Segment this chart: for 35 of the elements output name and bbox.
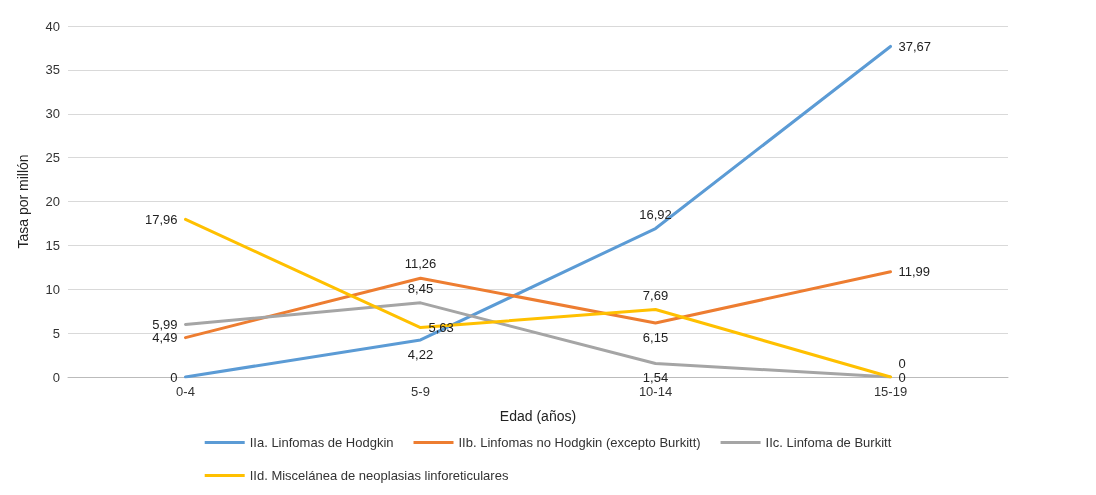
y-tick-label: 5 [52, 325, 60, 341]
y-tick-label: 20 [45, 194, 60, 209]
x-tick-label: 5-9 [411, 384, 430, 399]
data-label: 37,67 [898, 38, 932, 54]
y-tick-label: 25 [45, 150, 60, 166]
data-label: 16,92 [639, 206, 672, 222]
data-label: 0 [898, 369, 906, 385]
y-tick-label: 10 [45, 281, 60, 297]
data-label: 0 [898, 355, 906, 371]
data-label: 5,99 [152, 316, 178, 332]
y-tick-label: 30 [45, 106, 60, 122]
data-label: 4,22 [407, 346, 434, 362]
x-axis-title: Edad (años) [499, 408, 577, 424]
data-label: 1,54 [642, 370, 669, 386]
legend-label: IIa. Linfomas de Hodgkin [249, 435, 394, 450]
data-label: 11,99 [898, 264, 931, 280]
y-tick-label: 40 [45, 18, 60, 34]
x-tick-label: 15-19 [873, 384, 908, 399]
y-tick-label: 0 [52, 369, 60, 385]
data-label: 11,26 [404, 256, 437, 272]
data-label: 4,49 [152, 330, 178, 346]
y-tick-label: 35 [45, 62, 60, 78]
y-axis-title: Tasa por millón [15, 154, 31, 249]
x-tick-label: 0-4 [176, 384, 195, 399]
legend-label: IIc. Linfoma de Burkitt [765, 435, 892, 450]
legend-label: IIb. Linfomas no Hodgkin (excepto Burkitt) [458, 435, 701, 450]
data-label: 5,63 [428, 320, 454, 336]
x-tick-label: 10-14 [638, 384, 673, 399]
data-label: 7,69 [642, 287, 669, 303]
data-label: 6,15 [642, 330, 669, 346]
y-tick-label: 15 [45, 237, 60, 253]
legend-label: IId. Miscelánea de neoplasias linforeticulares [249, 468, 509, 483]
data-label: 8,45 [407, 280, 434, 296]
data-label: 17,96 [144, 211, 178, 227]
data-label: 0 [170, 369, 178, 385]
